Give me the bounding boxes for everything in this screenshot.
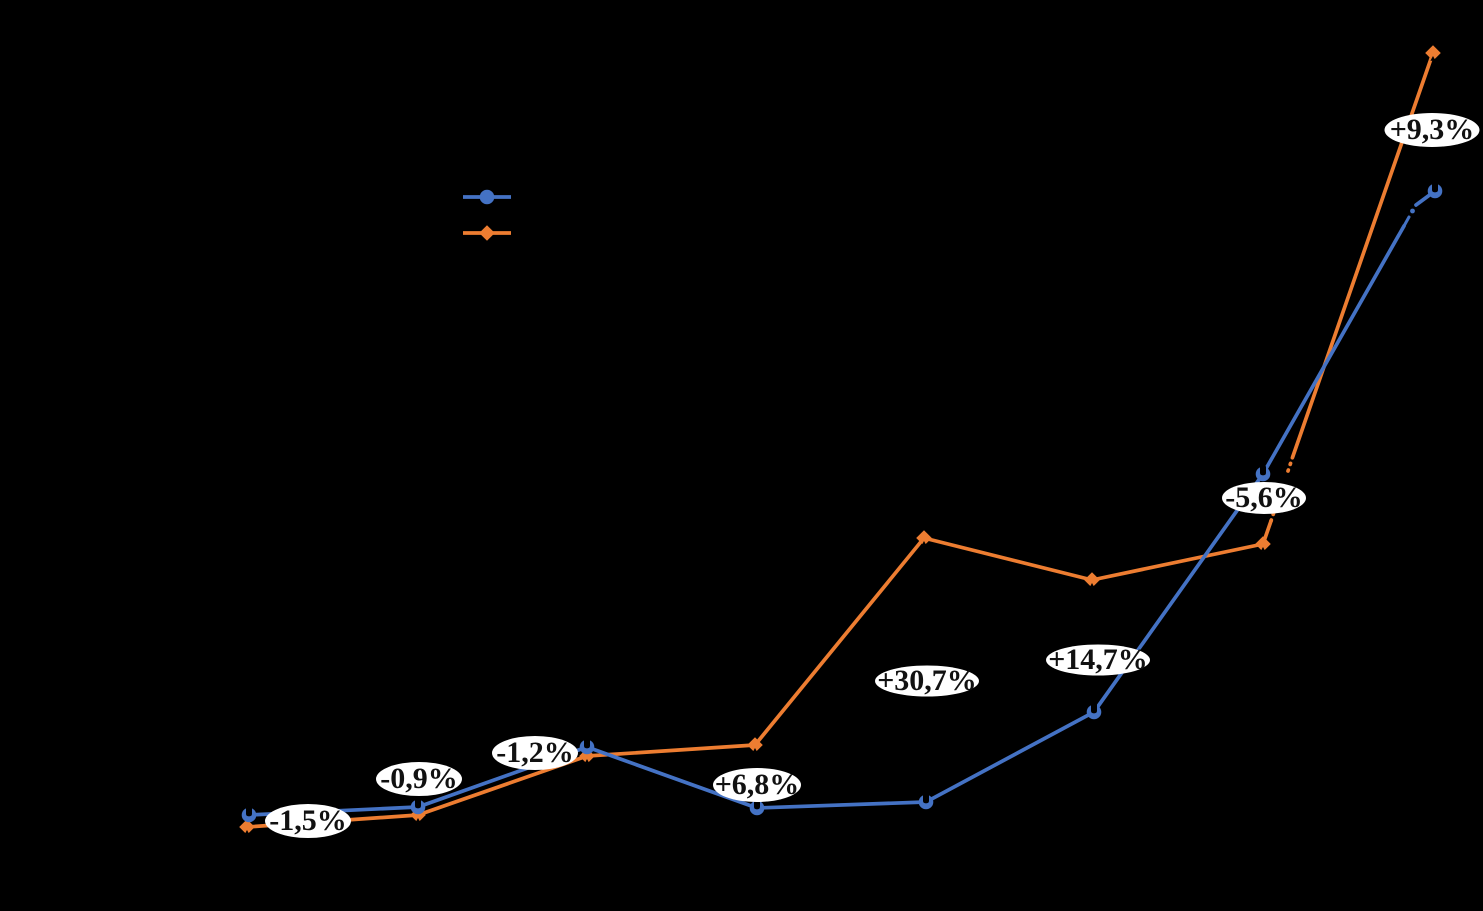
svg-text:-1,2%: -1,2% (496, 736, 574, 769)
svg-text:-5,6%: -5,6% (1225, 481, 1303, 514)
svg-text:-1,5%: -1,5% (269, 804, 347, 837)
svg-text:+14,7%: +14,7% (1048, 643, 1148, 676)
svg-text:-0,9%: -0,9% (380, 762, 458, 795)
svg-text:+6,8%: +6,8% (715, 768, 800, 801)
svg-text:+9,3%: +9,3% (1390, 113, 1475, 146)
svg-text:+30,7%: +30,7% (877, 664, 977, 697)
